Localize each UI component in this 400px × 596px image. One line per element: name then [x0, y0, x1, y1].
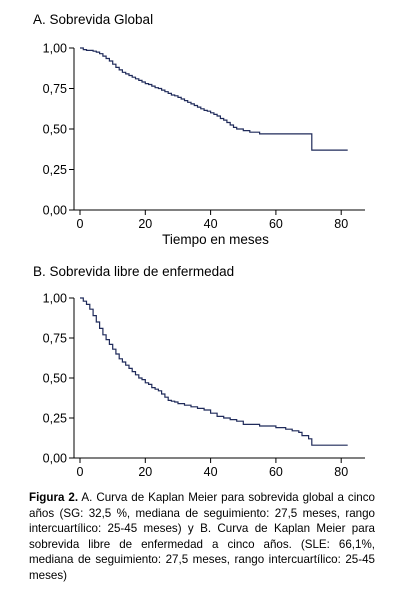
figure-caption: Figura 2. A. Curva de Kaplan Meier para … — [29, 490, 375, 583]
y-tick-label: 0,00 — [43, 204, 67, 218]
x-axis-title: Tiempo en meses — [162, 232, 269, 247]
panel-title: B. Sobrevida libre de enfermedad — [33, 264, 234, 279]
x-tick-label: 20 — [138, 465, 152, 479]
survival-curve — [80, 297, 348, 446]
y-tick-label: 0,75 — [43, 82, 67, 96]
figure: A. Sobrevida Global 0,00 0,25 0,50 0,75 1,00 0… — [33, 12, 365, 479]
survival-curve — [80, 47, 348, 151]
x-tick-label: 40 — [204, 465, 218, 479]
y-tick-label: 0,50 — [43, 372, 67, 386]
x-tick-label: 80 — [334, 465, 348, 479]
x-tick-label: 60 — [269, 465, 283, 479]
panel-title: A. Sobrevida Global — [33, 12, 153, 27]
y-tick-label: 0,75 — [43, 332, 67, 346]
caption-text: A. Curva de Kaplan Meier para sobrevida … — [29, 491, 375, 582]
x-tick-label: 0 — [77, 465, 84, 479]
x-tick-label: 80 — [334, 217, 348, 231]
y-tick-label: 0,25 — [43, 163, 67, 177]
x-tick-label: 20 — [138, 217, 152, 231]
y-tick-label: 1,00 — [43, 292, 67, 306]
y-tick-label: 0,00 — [43, 452, 67, 466]
x-tick-label: 0 — [77, 217, 84, 231]
x-tick-label: 60 — [269, 217, 283, 231]
x-tick-label: 40 — [204, 217, 218, 231]
y-tick-label: 0,25 — [43, 412, 67, 426]
y-tick-label: 0,50 — [43, 123, 67, 137]
y-tick-label: 1,00 — [43, 42, 67, 56]
caption-label: Figura 2. — [29, 491, 79, 504]
panel-b: B. Sobrevida libre de enfermedad 0,00 0,25… — [33, 264, 365, 479]
panel-a: A. Sobrevida Global 0,00 0,25 0,50 0,75 1,00 0… — [33, 12, 365, 247]
